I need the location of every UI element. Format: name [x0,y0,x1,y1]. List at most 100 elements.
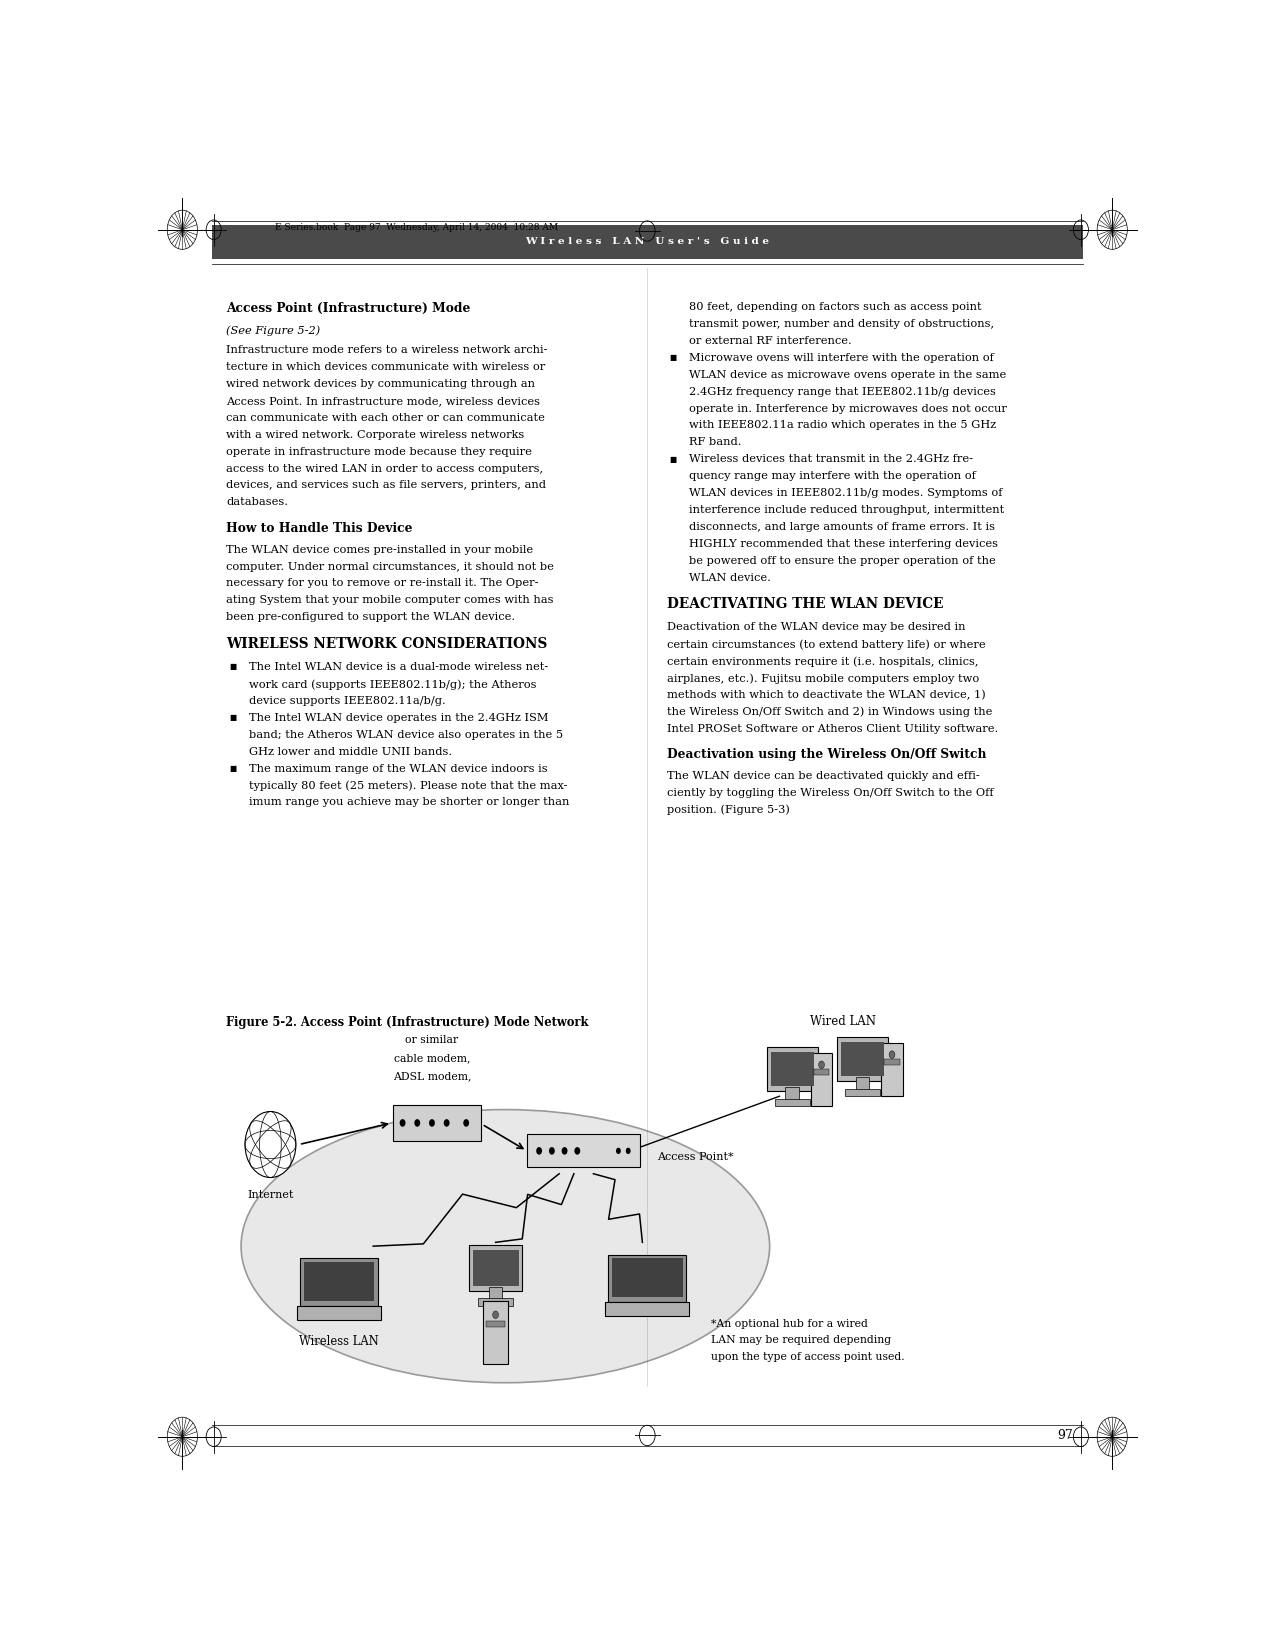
Bar [841,1043,884,1076]
Bar [811,1053,832,1107]
Text: ■: ■ [669,355,677,361]
Text: WLAN devices in IEEE802.11b/g modes. Symptoms of: WLAN devices in IEEE802.11b/g modes. Sym… [690,488,1003,498]
Bar [786,1087,799,1102]
Bar [767,1048,817,1091]
Bar [299,1259,378,1305]
Text: WLAN device.: WLAN device. [690,573,772,582]
Bar [845,1089,880,1096]
Text: The maximum range of the WLAN device indoors is: The maximum range of the WLAN device ind… [249,764,548,774]
Text: ■: ■ [230,663,236,672]
Circle shape [443,1119,450,1127]
Bar [303,1262,374,1300]
Text: E Series.book  Page 97  Wednesday, April 14, 2004  10:28 AM: E Series.book Page 97 Wednesday, April 1… [275,223,558,233]
Bar [486,1322,505,1328]
Circle shape [493,1312,499,1318]
Text: Internet: Internet [248,1190,293,1200]
Text: Figure 5-2. Access Point (Infrastructure) Mode Network: Figure 5-2. Access Point (Infrastructure… [226,1016,589,1030]
Text: ciently by toggling the Wireless On/Off Switch to the Off: ciently by toggling the Wireless On/Off … [667,789,994,799]
Text: 2.4GHz frequency range that IEEE802.11b/g devices: 2.4GHz frequency range that IEEE802.11b/… [690,386,997,396]
FancyBboxPatch shape [212,224,1082,259]
Text: quency range may interfere with the operation of: quency range may interfere with the oper… [690,472,976,482]
Text: can communicate with each other or can communicate: can communicate with each other or can c… [226,412,546,422]
Circle shape [414,1119,421,1127]
Text: typically 80 feet (25 meters). Please note that the max-: typically 80 feet (25 meters). Please no… [249,780,567,790]
Text: methods with which to deactivate the WLAN device, 1): methods with which to deactivate the WLA… [667,690,985,700]
Circle shape [537,1147,542,1155]
Text: or external RF interference.: or external RF interference. [690,337,853,346]
Bar [469,1244,523,1290]
Text: device supports IEEE802.11a/b/g.: device supports IEEE802.11a/b/g. [249,696,446,706]
Bar [882,1043,903,1096]
Circle shape [818,1061,825,1069]
Text: access to the wired LAN in order to access computers,: access to the wired LAN in order to acce… [226,464,543,474]
Circle shape [562,1147,567,1155]
Text: upon the type of access point used.: upon the type of access point used. [711,1351,904,1361]
Text: been pre-configured to support the WLAN device.: been pre-configured to support the WLAN … [226,612,515,622]
Bar [609,1254,687,1302]
Text: (See Figure 5-2): (See Figure 5-2) [226,325,321,335]
Bar [477,1299,513,1305]
Text: cable modem,: cable modem, [394,1053,470,1063]
Text: HIGHLY recommended that these interfering devices: HIGHLY recommended that these interferin… [690,540,998,549]
Circle shape [399,1119,405,1127]
Text: be powered off to ensure the proper operation of the: be powered off to ensure the proper oper… [690,556,997,566]
Bar [813,1069,830,1076]
Text: The Intel WLAN device operates in the 2.4GHz ISM: The Intel WLAN device operates in the 2.… [249,713,548,723]
Text: or similar: or similar [405,1035,458,1044]
Text: the Wireless On/Off Switch and 2) in Windows using the: the Wireless On/Off Switch and 2) in Win… [667,706,993,718]
Text: ating System that your mobile computer comes with has: ating System that your mobile computer c… [226,596,554,606]
Text: position. (Figure 5-3): position. (Figure 5-3) [667,805,789,815]
Text: GHz lower and middle UNII bands.: GHz lower and middle UNII bands. [249,747,452,757]
Text: tecture in which devices communicate with wireless or: tecture in which devices communicate wit… [226,361,546,373]
Bar [393,1106,481,1140]
Text: WLAN device as microwave ovens operate in the same: WLAN device as microwave ovens operate i… [690,370,1007,380]
Circle shape [549,1147,554,1155]
Circle shape [616,1148,621,1153]
Text: databases.: databases. [226,497,288,507]
Text: work card (supports IEEE802.11b/g); the Atheros: work card (supports IEEE802.11b/g); the … [249,680,537,690]
Bar [489,1287,503,1302]
Text: Microwave ovens will interfere with the operation of: Microwave ovens will interfere with the … [690,353,994,363]
Bar [774,1099,810,1107]
Text: Wireless devices that transmit in the 2.4GHz fre-: Wireless devices that transmit in the 2.… [690,454,974,464]
Text: Infrastructure mode refers to a wireless network archi-: Infrastructure mode refers to a wireless… [226,345,548,355]
Text: The WLAN device comes pre-installed in your mobile: The WLAN device comes pre-installed in y… [226,544,533,554]
Text: with IEEE802.11a radio which operates in the 5 GHz: with IEEE802.11a radio which operates in… [690,421,997,431]
Bar [856,1077,869,1092]
Text: WIRELESS NETWORK CONSIDERATIONS: WIRELESS NETWORK CONSIDERATIONS [226,637,548,650]
Text: *An optional hub for a wired: *An optional hub for a wired [711,1318,868,1328]
Text: transmit power, number and density of obstructions,: transmit power, number and density of ob… [690,318,994,328]
Text: with a wired network. Corporate wireless networks: with a wired network. Corporate wireless… [226,429,524,441]
Bar [297,1307,381,1320]
Bar [472,1251,519,1285]
Bar [770,1053,813,1086]
Circle shape [464,1119,469,1127]
Circle shape [625,1148,630,1153]
Text: certain circumstances (to extend battery life) or where: certain circumstances (to extend battery… [667,639,985,650]
Circle shape [245,1112,296,1178]
Text: disconnects, and large amounts of frame errors. It is: disconnects, and large amounts of frame … [690,521,995,531]
Text: ■: ■ [230,766,236,772]
Text: Access Point. In infrastructure mode, wireless devices: Access Point. In infrastructure mode, wi… [226,396,541,406]
Text: W I r e l e s s   L A N   U s e r ' s   G u i d e: W I r e l e s s L A N U s e r ' s G u i … [525,238,769,246]
Text: airplanes, etc.). Fujitsu mobile computers employ two: airplanes, etc.). Fujitsu mobile compute… [667,673,979,683]
Bar [482,1300,508,1365]
Bar [605,1302,690,1317]
Bar [837,1038,888,1081]
Text: interference include reduced throughput, intermittent: interference include reduced throughput,… [690,505,1004,515]
Text: ■: ■ [669,455,677,464]
Text: Intel PROSet Software or Atheros Client Utility software.: Intel PROSet Software or Atheros Client … [667,724,998,734]
Circle shape [575,1147,580,1155]
Bar [528,1134,640,1168]
Text: LAN may be required depending: LAN may be required depending [711,1335,890,1345]
Text: How to Handle This Device: How to Handle This Device [226,521,413,535]
Circle shape [889,1051,895,1058]
Text: The Intel WLAN device is a dual-mode wireless net-: The Intel WLAN device is a dual-mode wir… [249,662,548,672]
Text: computer. Under normal circumstances, it should not be: computer. Under normal circumstances, it… [226,561,554,571]
Text: certain environments require it (i.e. hospitals, clinics,: certain environments require it (i.e. ho… [667,657,979,667]
Text: band; the Atheros WLAN device also operates in the 5: band; the Atheros WLAN device also opera… [249,729,563,739]
Text: devices, and services such as file servers, printers, and: devices, and services such as file serve… [226,480,547,490]
Text: necessary for you to remove or re-install it. The Oper-: necessary for you to remove or re-instal… [226,579,539,589]
Text: Wired LAN: Wired LAN [810,1015,877,1028]
Text: Access Point (Infrastructure) Mode: Access Point (Infrastructure) Mode [226,302,471,315]
